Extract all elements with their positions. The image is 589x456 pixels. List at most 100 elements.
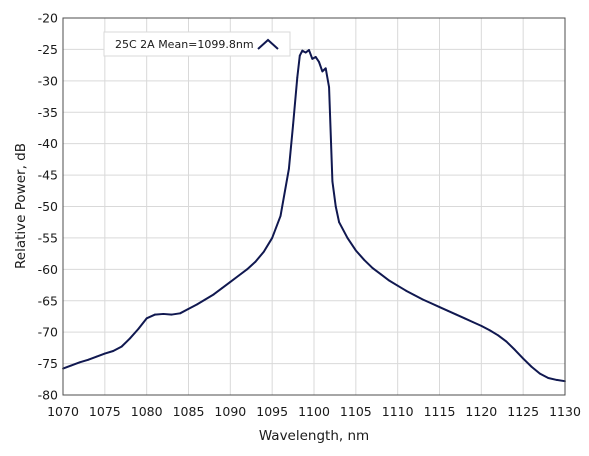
data-point [154,313,156,316]
data-point [229,281,232,283]
data-point [380,273,382,276]
data-point [314,56,317,58]
data-point [338,221,340,224]
data-point [145,317,148,320]
data-point [405,289,407,292]
data-point [296,76,299,79]
data-point [522,357,525,360]
data-point [413,294,416,296]
data-point [70,364,73,367]
data-point [103,352,106,355]
data-point [480,324,483,327]
y-tick-label: -20 [38,11,58,26]
data-point [120,345,123,348]
data-point [530,365,533,368]
data-point [497,334,499,337]
x-tick-label: 1130 [549,404,581,419]
data-point [129,337,131,340]
data-point [288,167,290,170]
y-axis-title: Relative Power, dB [13,143,29,269]
legend-label: 25C 2A Mean=1099.8nm [115,38,254,51]
y-tick-label: -35 [38,105,58,120]
y-tick-labels: -20 -25 -30 -35 -40 -45 -50 -55 -60 -65 -70 -75 -80 [38,11,58,403]
data-point [354,249,357,252]
x-tick-label: 1095 [256,404,288,419]
data-point [421,298,424,301]
data-point [112,350,115,352]
data-point [298,54,301,57]
data-point [292,123,294,126]
data-point [246,268,248,271]
data-point [334,205,337,208]
data-point [388,279,391,282]
legend-line-icon [257,38,279,50]
data-point [539,372,541,375]
plot-frame [62,17,566,396]
y-tick-label: -25 [38,42,58,57]
y-tick-label: -80 [38,388,58,403]
y-tick-label: -75 [38,356,58,371]
data-point [262,250,265,253]
data-point [513,348,516,351]
x-tick-label: 1080 [131,404,163,419]
x-tick-label: 1085 [173,404,205,419]
data-point [179,312,182,315]
y-tick-label: -50 [38,199,58,214]
data-point [311,57,314,60]
x-tick-label: 1120 [465,404,497,419]
data-point [195,303,198,306]
x-tick-labels: 1070 1075 1080 1085 1090 1095 1100 1105 1110 1115… [47,404,581,419]
y-tick-label: -45 [38,168,58,183]
x-tick-label: 1115 [424,404,456,419]
data-point [455,313,458,316]
y-tick-label: -60 [38,262,58,277]
legend[interactable]: 25C 2A Mean=1099.8nm [103,31,291,57]
data-point [446,309,449,312]
data-point [463,317,466,320]
data-point [137,328,140,330]
y-tick-label: -70 [38,325,58,340]
x-tick-label: 1110 [382,404,414,419]
x-tick-label: 1070 [47,404,79,419]
x-axis-title: Wavelength, nm [259,428,369,444]
x-tick-label: 1105 [340,404,372,419]
data-point [328,86,330,89]
data-point [187,308,190,310]
data-point [162,313,165,315]
x-tick-label: 1075 [89,404,121,419]
data-point [488,329,491,332]
data-point [438,306,441,308]
series-layer [62,49,566,383]
data-point [547,377,550,379]
data-point [324,67,327,70]
data-point [95,355,98,358]
x-tick-label: 1090 [214,404,246,419]
data-point [301,49,304,52]
data-point [371,267,374,269]
x-tick-label: 1100 [298,404,330,419]
data-point [308,49,310,51]
y-tick-label: -40 [38,136,58,151]
data-point [331,180,334,183]
data-point [212,293,215,296]
data-point [505,340,508,343]
data-point [237,274,240,277]
data-point [346,237,349,239]
series-line [62,49,566,383]
data-point [430,302,433,305]
y-tick-label: -55 [38,230,58,245]
data-point [271,237,274,239]
x-tick-label: 1125 [507,404,539,419]
data-point [555,379,558,381]
data-point [304,51,307,54]
data-point [254,260,257,263]
data-point [221,287,223,290]
y-tick-label: -65 [38,293,58,308]
data-point [204,298,207,301]
data-point [321,70,324,73]
data-point [78,361,81,364]
y-tick-label: -30 [38,73,58,88]
data-point [279,215,282,217]
data-point [170,313,173,316]
